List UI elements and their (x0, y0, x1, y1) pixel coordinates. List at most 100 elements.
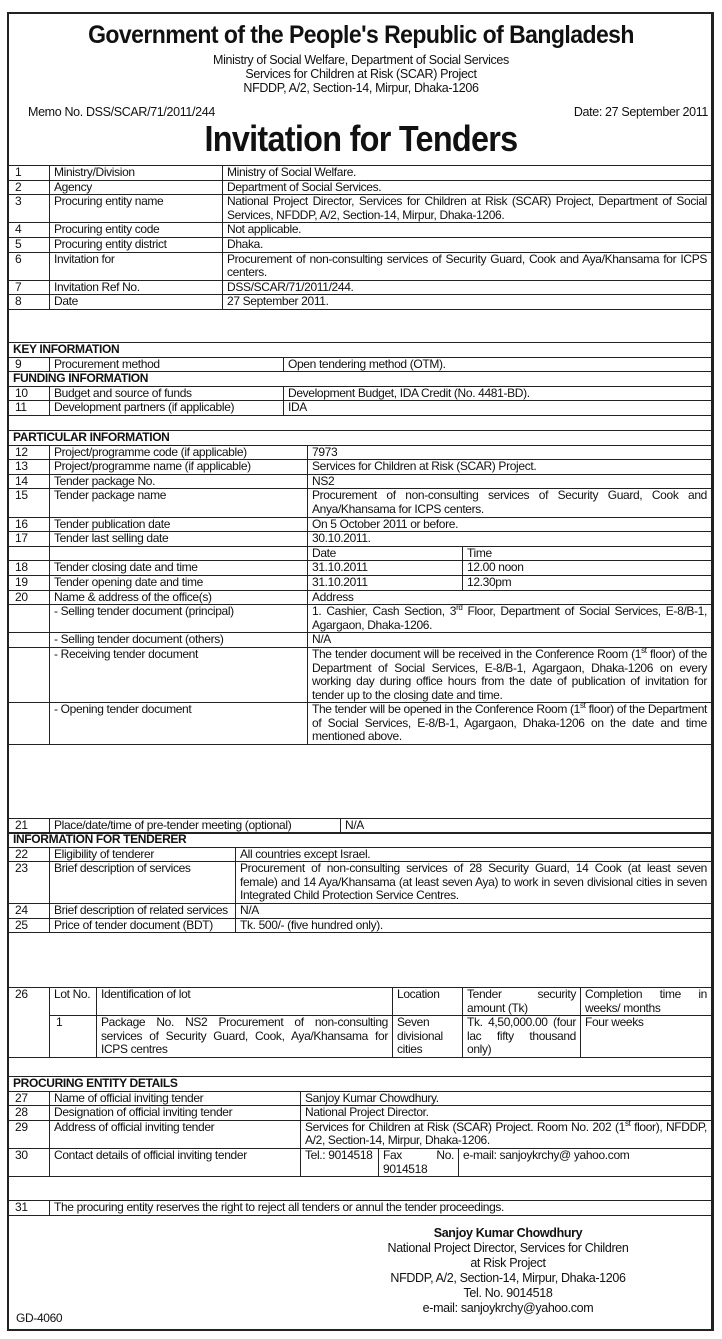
row-number: 1 (49, 1015, 97, 1058)
table-row: 22 Eligibility of tenderer All countries e… (8, 846, 712, 863)
row-number: 17 (8, 531, 50, 547)
signatory-address: NFDDP, A/2, Section-14, Mirpur, Dhaka-12… (390, 1271, 626, 1285)
row-label: Tender package name (49, 488, 308, 518)
table-row: 21 Place/date/time of pre-tender meeting … (8, 818, 712, 834)
row-value: Procurement of non-consulting services o… (235, 861, 712, 904)
table-row: Date Time (8, 545, 712, 562)
row-number: 3 (8, 194, 50, 224)
row-value: Four weeks (580, 1015, 712, 1058)
row-value: Date (307, 545, 463, 562)
table-row: 28 Designation of official inviting tende… (8, 1105, 712, 1121)
row-label: - Selling tender document (others) (49, 632, 308, 648)
table-row: 18 Tender closing date and time 31.10.2011… (8, 560, 712, 576)
row-number: 21 (8, 818, 50, 834)
table-row: 27 Name of official inviting tender Sanjoy… (8, 1090, 712, 1107)
row-number (8, 604, 50, 634)
row-value: Services for Children at Risk (SCAR) Pro… (300, 1119, 712, 1149)
row-number: 7 (8, 279, 50, 296)
row-value: Identification of lot (96, 986, 393, 1017)
row-number (8, 632, 50, 648)
table-row: 11 Development partners (if applicable) ID… (8, 400, 712, 416)
row-number: 13 (8, 459, 50, 475)
row-number: 11 (8, 400, 50, 416)
row-value: 12.00 noon (462, 560, 712, 576)
table-row: - Opening tender document The tender will… (8, 702, 712, 746)
signatory-designation-2: at Risk Project (470, 1256, 546, 1270)
row-label: Budget and source of funds (49, 385, 284, 402)
row-value: Not applicable. (222, 222, 712, 238)
table-row: 8 Date 27 September 2011. (8, 294, 712, 310)
row-number: 26 (8, 987, 50, 1058)
row-number: 9 (8, 356, 50, 373)
project-line: Services for Children at Risk (SCAR) Pro… (245, 67, 477, 81)
table-row: 13 Project/programme name (if applicable)… (8, 459, 712, 475)
table-row: 20 Name & address of the office(s) Address (8, 589, 712, 606)
row-value: 1. Cashier, Cash Section, 3rd Floor, Dep… (307, 604, 712, 634)
table-row: 10 Budget and source of funds Development … (8, 385, 712, 402)
row-number (8, 702, 50, 746)
signature-block: Sanjoy Kumar Chowdhury National Project … (340, 1226, 676, 1316)
row-label: Eligibility of tenderer (49, 846, 236, 863)
row-number: 6 (8, 251, 50, 281)
tenderer-info-table: INFORMATION FOR TENDERER 22 Eligibility of… (8, 832, 712, 934)
signatory-name: Sanjoy Kumar Chowdhury (433, 1226, 583, 1240)
row-value: DSS/SCAR/71/2011/244. (222, 279, 712, 296)
row-value: NS2 (307, 473, 712, 490)
row-number: 18 (8, 560, 50, 576)
table-row: 17 Tender last selling date 30.10.2011. (8, 531, 712, 547)
row-value: Tender security amount (Tk) (462, 986, 581, 1017)
memo-date: Date: 27 September 2011 (573, 105, 709, 119)
section-heading: FUNDING INFORMATION (8, 371, 712, 387)
table-row: 7 Invitation Ref No. DSS/SCAR/71/2011/244. (8, 279, 712, 296)
table-row: 23 Brief description of services Procureme… (8, 861, 712, 904)
row-label: - Selling tender document (principal) (49, 604, 308, 634)
row-value: Tk. 500/- (five hundred only). (235, 917, 712, 934)
row-value: Location (392, 986, 463, 1017)
table-row: 4 Procuring entity code Not applicable. (8, 222, 712, 238)
row-number: 27 (8, 1090, 50, 1107)
row-label: Lot No. (49, 986, 97, 1017)
section-heading: KEY INFORMATION (8, 342, 712, 358)
row-label: Tender package No. (49, 473, 308, 490)
row-number: 5 (8, 236, 50, 253)
signatory-email: e-mail: sanjoykrchy@yahoo.com (422, 1301, 594, 1315)
final-note-table: 31 The procuring entity reserves the righ… (8, 1200, 712, 1216)
table-row: 12 Project/programme code (if applicable)… (8, 444, 712, 461)
section-heading: PARTICULAR INFORMATION (8, 430, 712, 446)
table-row: 5 Procuring entity district Dhaka. (8, 236, 712, 253)
row-value: Ministry of Social Welfare. (222, 165, 712, 181)
row-label: Project/programme code (if applicable) (49, 444, 308, 461)
row-label: Designation of official inviting tender (49, 1105, 301, 1121)
row-value: N/A (340, 818, 712, 834)
row-number: 4 (8, 222, 50, 238)
row-number: 23 (8, 861, 50, 904)
row-number: 1 (8, 165, 50, 181)
row-number: 16 (8, 516, 50, 533)
row-label: Place/date/time of pre-tender meeting (o… (49, 818, 341, 834)
row-value: The tender document will be received in … (307, 646, 712, 704)
row-label: Tender last selling date (49, 531, 308, 547)
row-label: Procuring entity name (49, 194, 223, 224)
row-number: 2 (8, 179, 50, 196)
key-funding-table: KEY INFORMATION 9 Procurement method Open t… (8, 342, 712, 416)
table-row: 25 Price of tender document (BDT) Tk. 500/… (8, 917, 712, 934)
row-label: Invitation Ref No. (49, 279, 223, 296)
row-label: Agency (49, 179, 223, 196)
footer-code: GD-4060 (16, 1311, 63, 1325)
row-value: Tel.: 9014518 (300, 1147, 379, 1178)
table-row: PROCURING ENTITY DETAILS (8, 1076, 712, 1092)
row-number: 19 (8, 574, 50, 591)
row-value: 7973 (307, 444, 712, 461)
row-value: All countries except Israel. (235, 846, 712, 863)
row-label: Address of official inviting tender (49, 1119, 301, 1149)
row-label: Date (49, 294, 223, 310)
row-number: 22 (8, 846, 50, 863)
memo-number: Memo No. DSS/SCAR/71/2011/244 (28, 105, 215, 119)
row-label: Ministry/Division (49, 165, 223, 181)
table-row: 24 Brief description of related services N… (8, 902, 712, 919)
table-row: PARTICULAR INFORMATION (8, 430, 712, 446)
table-row: - Selling tender document (others) N/A (8, 632, 712, 648)
table-row: KEY INFORMATION (8, 342, 712, 358)
row-number: 29 (8, 1119, 50, 1149)
row-label: Contact details of official inviting ten… (49, 1147, 301, 1178)
